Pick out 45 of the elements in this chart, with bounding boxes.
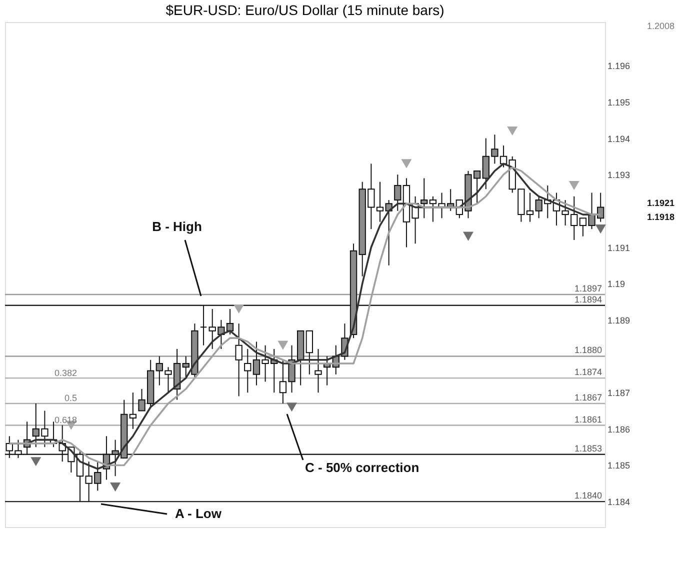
point: [595, 224, 606, 234]
ref-line-label: 1.1861: [574, 414, 602, 424]
annotation: A - Low: [175, 506, 222, 521]
point: [278, 340, 288, 350]
candlestick: [235, 323, 242, 397]
point: [234, 304, 244, 314]
y-tick-label: 1.195: [608, 97, 630, 108]
annotation: 0.382: [54, 368, 77, 378]
text: 1.2008: [647, 21, 675, 31]
text: 1.1921: [647, 198, 675, 208]
point: [286, 402, 298, 412]
ref-line-label: 1.1897: [574, 283, 602, 294]
y-tick-label: 1.196: [608, 61, 630, 72]
ref-line-label: 1.1853: [574, 443, 602, 454]
point: [507, 126, 518, 136]
candlestick: [200, 304, 208, 346]
point: [30, 457, 42, 466]
candlestick: [244, 348, 252, 394]
candlestick: [394, 174, 402, 212]
y-tick-label: 1.191: [608, 242, 630, 253]
y-tick-label: 1.193: [608, 170, 630, 180]
ref-line-label: 1.1867: [574, 392, 602, 402]
y-tick-label: 1.194: [608, 134, 630, 144]
candlestick: [306, 330, 313, 375]
candlestick: [129, 392, 137, 430]
y-tick-label: 1.187: [608, 388, 630, 398]
ref-line-label: 1.1840: [574, 490, 602, 501]
ref-line-label: 1.1894: [574, 294, 602, 304]
candlestick: [314, 348, 322, 394]
ref-line-label: 1.1874: [574, 367, 602, 378]
y-tick-label: 1.186: [608, 424, 630, 434]
annotation: 0.5: [64, 393, 77, 403]
y-tick-label: 1.19: [608, 279, 626, 290]
y-tick-label: 1.185: [608, 460, 630, 471]
annotation: B - High: [152, 219, 202, 234]
chart-title: $EUR-USD: Euro/US Dollar (15 minute bars): [166, 2, 444, 18]
annotation: C - 50% correction: [305, 460, 420, 475]
ref-line-label: 1.1880: [574, 345, 602, 356]
text: 1.1918: [647, 212, 675, 222]
y-tick-label: 1.189: [608, 315, 630, 326]
point: [568, 180, 580, 190]
point: [462, 232, 474, 241]
point: [401, 159, 412, 168]
y-tick-label: 1.184: [608, 497, 630, 508]
point: [110, 482, 121, 492]
